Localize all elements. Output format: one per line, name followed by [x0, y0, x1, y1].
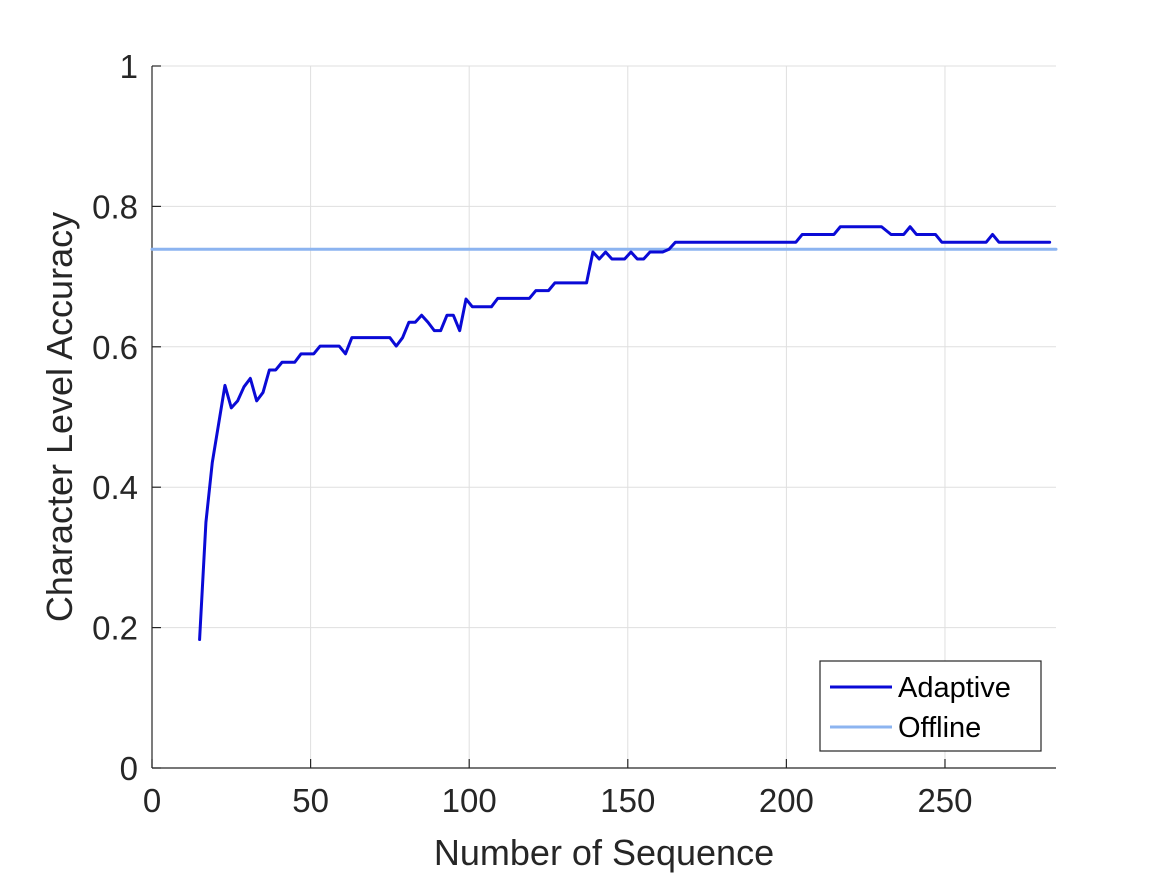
- grid: [152, 65, 1056, 768]
- series: [150, 225, 1058, 642]
- series-line-adaptive: [198, 225, 1052, 642]
- x-tick-label: 50: [292, 782, 329, 819]
- axes: [151, 65, 1056, 769]
- x-axis-label: Number of Sequence: [434, 832, 774, 873]
- y-tick-label: 0.8: [92, 188, 138, 225]
- x-tick-label: 250: [917, 782, 972, 819]
- tick-labels: 0 50 100 150 200 250 0 0.2 0.4 0.6 0.8 1: [92, 48, 972, 819]
- y-tick-label: 0.6: [92, 329, 138, 366]
- x-tick-label: 100: [442, 782, 497, 819]
- legend-box: [819, 660, 1042, 752]
- y-tick-label: 0.4: [92, 469, 138, 506]
- legend-label-offline: Offline: [898, 712, 981, 744]
- legend: Adaptive Offline: [819, 660, 1042, 752]
- x-tick-label: 200: [759, 782, 814, 819]
- y-tick-label: 0: [120, 750, 138, 787]
- x-tick-label: 150: [600, 782, 655, 819]
- y-tick-label: 1: [120, 48, 138, 85]
- y-tick-label: 0.2: [92, 610, 138, 647]
- y-axis-label: Character Level Accuracy: [39, 212, 80, 622]
- legend-label-adaptive: Adaptive: [898, 672, 1011, 704]
- x-tick-label: 0: [143, 782, 161, 819]
